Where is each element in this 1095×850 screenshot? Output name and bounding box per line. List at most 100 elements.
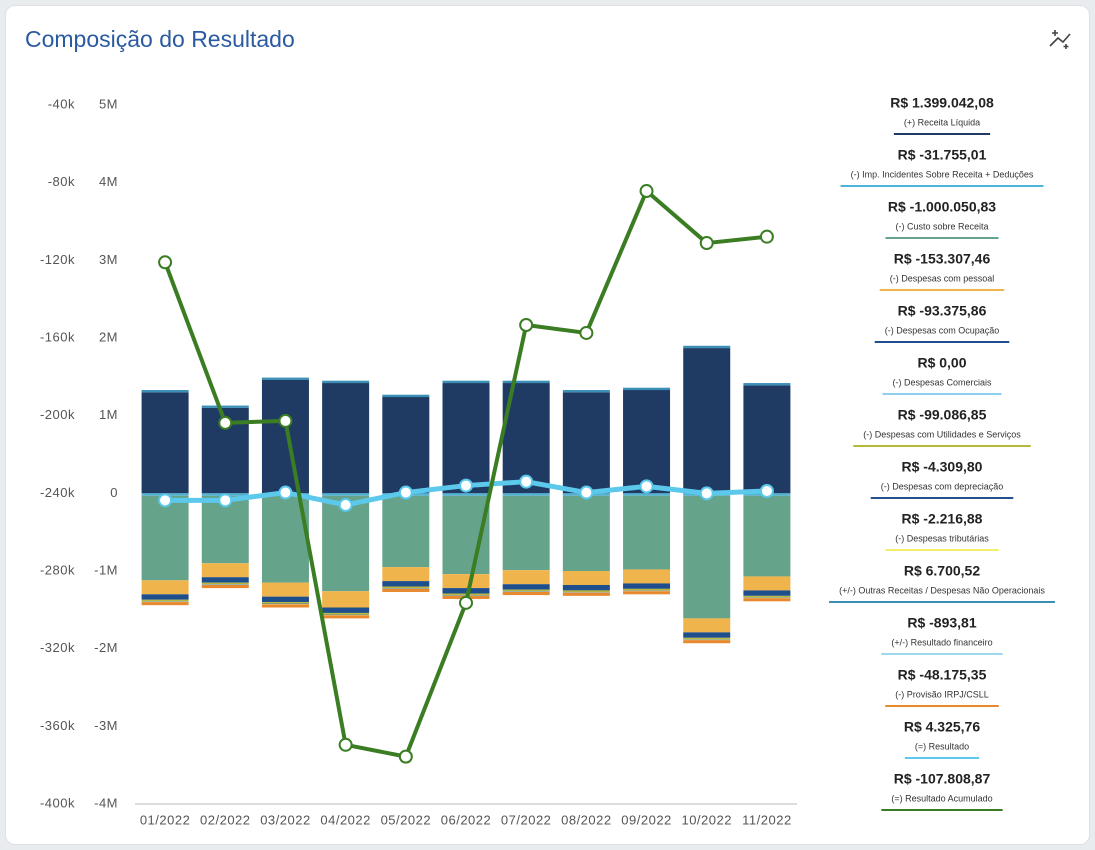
line-point xyxy=(158,255,173,270)
y-tick-label: -200k xyxy=(40,407,75,422)
legend-total: R$ -1.000.050,83 xyxy=(888,199,996,215)
bar-segment xyxy=(382,586,430,589)
x-tick-label: 05/2022 xyxy=(381,812,432,827)
y2-tick-label: 1M xyxy=(99,407,118,422)
line-point xyxy=(398,749,413,764)
x-tick-label: 11/2022 xyxy=(742,812,792,827)
bar-segment xyxy=(623,390,671,494)
bar-segment xyxy=(683,637,731,640)
bars xyxy=(141,345,791,644)
bar-segment xyxy=(442,588,490,594)
legend-total: R$ -893,81 xyxy=(907,615,976,631)
bar-segment xyxy=(261,596,309,603)
line-point xyxy=(639,184,654,199)
bar-segment xyxy=(623,495,671,570)
bar-segment xyxy=(562,590,610,592)
legend-total: R$ 4.325,76 xyxy=(904,719,980,735)
x-tick-label: 02/2022 xyxy=(200,812,251,827)
chart-title: Composição do Resultado xyxy=(25,26,295,52)
line-point xyxy=(699,236,714,251)
bar-segment xyxy=(322,591,370,608)
legend-total: R$ -107.808,87 xyxy=(894,771,991,787)
y-tick-label: -120k xyxy=(40,252,75,267)
bar-segment xyxy=(623,569,671,584)
legend-total: R$ 6.700,52 xyxy=(904,563,980,579)
bar-segment xyxy=(322,607,370,613)
bar-segment xyxy=(141,599,189,602)
insight-icon[interactable] xyxy=(1049,30,1071,49)
x-tick-label: 08/2022 xyxy=(561,812,612,827)
line-point xyxy=(579,485,594,500)
y-tick-label: -280k xyxy=(40,562,75,577)
bar-segment xyxy=(502,380,550,384)
bar-segment xyxy=(743,576,791,591)
legend-label: (-) Despesas com depreciação xyxy=(881,481,1004,491)
bar-segment xyxy=(743,598,791,602)
bar-segment xyxy=(261,379,309,494)
bar-segment xyxy=(322,380,370,384)
bar-segment xyxy=(623,583,671,589)
legend-label: (-) Despesas com Utilidades e Serviços xyxy=(863,429,1021,439)
bar-segment xyxy=(562,584,610,591)
bar-segment xyxy=(502,495,550,571)
bar-segment xyxy=(562,390,610,393)
legend-label: (-) Custo sobre Receita xyxy=(895,221,988,231)
legend-total: R$ -31.755,01 xyxy=(898,147,987,163)
legend-label: (=) Resultado xyxy=(915,741,969,751)
bar-segment xyxy=(322,493,370,496)
x-tick-label: 09/2022 xyxy=(621,812,672,827)
line-point xyxy=(278,485,293,500)
bar-segment xyxy=(201,405,249,408)
legend-total: R$ -4.309,80 xyxy=(902,459,983,475)
y2-tick-label: 3M xyxy=(99,252,118,267)
y2-tick-label: 5M xyxy=(99,96,118,111)
bar-segment xyxy=(562,495,610,571)
y2-tick-label: -4M xyxy=(94,795,118,810)
line-point xyxy=(398,485,413,500)
legend-total: R$ -2.216,88 xyxy=(902,511,983,527)
line-point xyxy=(759,229,774,244)
legend-total: R$ -99.086,85 xyxy=(898,407,987,423)
x-tick-label: 06/2022 xyxy=(441,812,492,827)
bar-segment xyxy=(623,588,671,591)
bar-segment xyxy=(502,591,550,596)
y2-tick-label: -3M xyxy=(94,718,118,733)
bar-segment xyxy=(743,383,791,386)
bar-segment xyxy=(141,495,189,581)
bar-segment xyxy=(623,387,671,391)
bar-segment xyxy=(141,580,189,595)
bar-segment xyxy=(442,380,490,384)
y-tick-label: -40k xyxy=(48,96,75,111)
legend-label: (+/-) Resultado financeiro xyxy=(891,637,992,647)
legend-label: (-) Despesas Comerciais xyxy=(892,377,992,387)
bar-segment xyxy=(743,595,791,598)
line-point xyxy=(218,415,233,430)
line-point xyxy=(759,484,774,499)
y-tick-label: -80k xyxy=(48,174,75,189)
bar-segment xyxy=(623,493,671,496)
bar-segment xyxy=(261,377,309,380)
bar-segment xyxy=(382,495,430,568)
bar-segment xyxy=(683,348,731,494)
bar-segment xyxy=(683,618,731,633)
legend-label: (+) Receita Líquida xyxy=(904,117,980,127)
bar-segment xyxy=(141,594,189,600)
bar-segment xyxy=(382,581,430,587)
y-tick-label: -160k xyxy=(40,329,75,344)
legend-label: (-) Despesas com pessoal xyxy=(890,273,995,283)
bar-segment xyxy=(261,604,309,608)
y-tick-label: -400k xyxy=(40,795,75,810)
bar-segment xyxy=(201,582,249,585)
bar-segment xyxy=(141,602,189,606)
line-point xyxy=(519,317,534,332)
line-point xyxy=(579,325,594,340)
bar-segment xyxy=(562,571,610,585)
bar-segment xyxy=(382,588,430,592)
y2-tick-label: -1M xyxy=(94,562,118,577)
line-point xyxy=(459,478,473,493)
legend-total: R$ -153.307,46 xyxy=(894,251,991,267)
bar-segment xyxy=(502,589,550,592)
bar-segment xyxy=(683,632,731,638)
bar-segment xyxy=(382,394,430,398)
